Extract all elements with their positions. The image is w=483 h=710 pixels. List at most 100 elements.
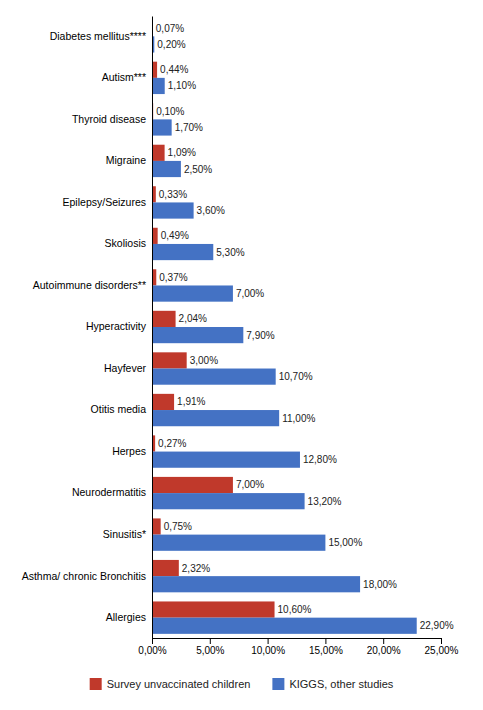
data-label: 7,00% [236,288,264,299]
data-label: 2,32% [182,563,210,574]
tick-label: Herpes [112,445,146,457]
tick-label: Hayfever [104,362,147,374]
tick-mark [210,638,211,644]
data-label: 0,20% [157,39,185,50]
tick-label: Thyroid disease [72,113,146,125]
data-label: 5,30% [216,247,244,258]
bar [152,145,165,161]
bar [152,601,275,617]
data-label: 1,70% [175,122,203,133]
tick-label: Asthma/ chronic Bronchitis [22,569,146,581]
x-tick: 0,00% [138,638,166,656]
data-label: 1,10% [168,80,196,91]
tick-label: 25,00% [425,645,459,656]
data-label: 0,07% [156,23,184,34]
data-label: 15,00% [328,537,362,548]
y-tick: Migraine [106,154,152,166]
tick-mark [325,638,326,644]
legend-swatch [272,678,284,690]
bar [152,327,243,343]
tick-label: Autism*** [102,71,146,83]
bar [152,161,181,177]
y-tick: Otitis media [91,403,152,415]
bar [152,576,360,592]
data-label: 0,75% [164,521,192,532]
legend: Survey unvaccinated children KIGGS, other… [90,678,394,690]
data-label: 0,49% [161,230,189,241]
bar [152,452,300,468]
y-tick: Asthma/ chronic Bronchitis [22,569,152,581]
bar [152,477,233,493]
bar [152,618,417,634]
data-label: 10,70% [279,371,313,382]
data-label: 10,60% [278,604,312,615]
bar [152,78,165,94]
bar [152,311,176,327]
data-label: 11,00% [282,413,315,424]
tick-label: 5,00% [196,645,224,656]
y-tick: Hyperactivity [86,320,152,332]
bar [152,352,187,368]
chart: 0,07%0,44%0,10%1,09%0,33%0,49%0,37%2,04%… [0,0,483,710]
data-label: 0,33% [159,189,187,200]
bar [152,202,194,218]
data-labels: 0,07%0,44%0,10%1,09%0,33%0,49%0,37%2,04%… [156,23,454,632]
data-label: 0,27% [158,438,186,449]
bar [152,119,172,135]
tick-label: Epilepsy/Seizures [63,196,146,208]
data-label: 12,80% [303,454,337,465]
x-tick: 15,00% [309,638,343,656]
y-tick: Sinusitis* [103,528,152,540]
bars [152,20,417,634]
y-tick: Allergies [106,611,152,623]
y-tick: Epilepsy/Seizures [63,196,152,208]
bar [152,493,305,509]
data-label: 3,00% [190,355,218,366]
tick-label: 20,00% [367,645,401,656]
x-tick: 5,00% [196,638,224,656]
legend-label: KIGGS, other studies [289,678,393,690]
data-label: 7,00% [236,479,264,490]
bar [152,394,174,410]
tick-label: Neurodermatitis [72,486,146,498]
data-label: 22,90% [420,620,454,631]
tick-label: 10,00% [251,645,285,656]
legend-item: Survey unvaccinated children [90,678,251,690]
tick-label: Allergies [106,611,146,623]
tick-label: 0,00% [138,645,166,656]
y-tick: Neurodermatitis [72,486,152,498]
data-label: 1,09% [168,147,196,158]
tick-label: Hyperactivity [86,320,147,332]
legend-label: Survey unvaccinated children [107,678,251,690]
axis-line [152,17,153,639]
tick-label: 15,00% [309,645,343,656]
tick-label: Migraine [106,154,146,166]
bar-series [152,20,275,618]
data-label: 0,44% [160,64,188,75]
data-label: 2,50% [184,164,212,175]
tick-label: Sinusitis* [103,528,146,540]
data-label: 0,10% [156,106,184,117]
bar [152,560,179,576]
data-label: 3,60% [197,205,225,216]
tick-mark [383,638,384,644]
tick-mark [268,638,269,644]
y-axis: Diabetes mellitus****Autism***Thyroid di… [22,17,153,639]
tick-label: Autoimmune disorders** [33,279,146,291]
bar [152,244,213,260]
data-label: 7,90% [246,330,274,341]
legend-item: KIGGS, other studies [272,678,393,690]
bar [152,518,161,534]
y-tick: Autism*** [102,71,152,83]
legend-swatch [90,678,102,690]
plot: 0,07%0,44%0,10%1,09%0,33%0,49%0,37%2,04%… [22,17,459,657]
bar [152,535,325,551]
tick-mark [441,638,442,644]
y-tick: Skoliosis [105,237,152,249]
tick-label: Otitis media [91,403,147,415]
bar [152,410,279,426]
y-tick: Autoimmune disorders** [33,279,152,291]
data-label: 1,91% [177,396,205,407]
data-label: 2,04% [179,313,207,324]
bar [152,369,276,385]
